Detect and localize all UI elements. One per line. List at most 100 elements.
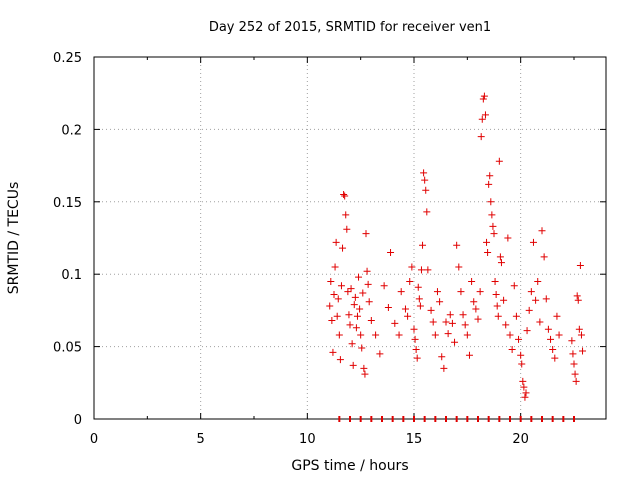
data-point: [463, 331, 471, 339]
data-point: [334, 295, 342, 303]
data-point: [344, 288, 352, 296]
data-point: [576, 262, 584, 270]
data-point: [376, 350, 384, 358]
data-point-zero: [519, 416, 522, 422]
data-point: [429, 318, 437, 326]
data-point: [348, 340, 356, 348]
data-point: [459, 311, 467, 319]
y-tick-label: 0.15: [53, 196, 82, 211]
data-point: [468, 277, 476, 285]
data-point-zero: [434, 416, 437, 422]
data-point: [328, 317, 336, 325]
data-point: [495, 157, 503, 165]
data-point: [457, 288, 465, 296]
axis-ticks: 0 5 10 15 20 0 0.05 0.1 0.15 0.2 0.25: [53, 51, 606, 447]
data-point: [438, 353, 446, 361]
data-point: [424, 266, 432, 274]
data-point-zero: [370, 416, 373, 422]
data-point: [518, 360, 526, 368]
data-point: [504, 234, 512, 242]
y-tick-label: 0: [74, 413, 82, 428]
x-tick-label: 5: [197, 432, 205, 447]
data-point: [330, 290, 338, 298]
data-point: [532, 296, 540, 304]
data-point: [442, 318, 450, 326]
data-point-zero: [509, 416, 511, 422]
data-point-zero: [455, 416, 458, 422]
data-point: [502, 321, 510, 329]
data-point: [476, 288, 484, 296]
data-point: [431, 331, 439, 339]
data-point: [422, 186, 430, 194]
data-point: [480, 92, 488, 100]
data-point-zero: [413, 416, 415, 422]
data-point: [490, 230, 498, 238]
data-point: [523, 327, 531, 335]
data-point: [380, 282, 388, 290]
data-point: [414, 283, 422, 291]
data-point: [342, 211, 350, 219]
data-point: [347, 285, 355, 293]
data-point: [404, 312, 412, 320]
data-point: [355, 273, 363, 281]
data-point: [360, 364, 368, 372]
data-point-zero: [349, 416, 351, 422]
x-tick-label: 10: [299, 432, 316, 447]
data-point: [350, 301, 358, 309]
data-point: [367, 317, 375, 325]
data-point: [540, 253, 548, 261]
data-point: [357, 331, 365, 339]
data-point: [555, 331, 563, 339]
data-point: [486, 172, 494, 180]
data-point: [455, 263, 463, 271]
data-point: [401, 305, 409, 313]
data-point: [433, 288, 441, 296]
data-point: [372, 331, 380, 339]
data-point: [551, 354, 559, 362]
data-point-zero: [423, 416, 426, 422]
data-point-zero: [562, 416, 565, 422]
data-point-zero: [573, 416, 575, 422]
data-point: [461, 321, 469, 329]
data-point: [440, 364, 448, 372]
data-point: [453, 241, 461, 249]
data-point-zero: [445, 416, 447, 422]
data-point: [472, 305, 480, 313]
chart-title: Day 252 of 2015, SRMTID for receiver ven…: [209, 20, 491, 35]
data-point: [508, 345, 516, 353]
data-point: [568, 337, 576, 345]
data-point: [571, 370, 579, 378]
data-point: [364, 280, 372, 288]
data-point: [483, 238, 491, 246]
data-point: [420, 169, 428, 177]
data-point: [488, 211, 496, 219]
data-point: [343, 225, 351, 233]
data-point: [485, 180, 493, 188]
data-point-zero: [381, 416, 383, 422]
data-point: [411, 335, 419, 343]
data-point: [549, 345, 557, 353]
data-point: [356, 305, 364, 313]
data-point: [327, 277, 335, 285]
data-point: [335, 331, 343, 339]
data-point: [395, 331, 403, 339]
data-point: [345, 311, 353, 319]
data-point: [359, 289, 367, 297]
data-point: [575, 325, 583, 333]
data-point: [365, 298, 373, 306]
data-point-zero: [487, 416, 490, 422]
data-point: [397, 288, 405, 296]
data-point: [341, 192, 349, 200]
data-point: [489, 222, 497, 230]
data-point: [436, 298, 444, 306]
data-point: [444, 330, 452, 338]
data-point: [421, 176, 429, 184]
data-point-zero: [359, 416, 362, 422]
data-point: [474, 315, 482, 323]
data-point: [353, 312, 361, 320]
data-point: [363, 267, 371, 275]
data-point: [481, 111, 489, 119]
data-point: [384, 304, 392, 312]
data-point-zero: [498, 416, 501, 422]
